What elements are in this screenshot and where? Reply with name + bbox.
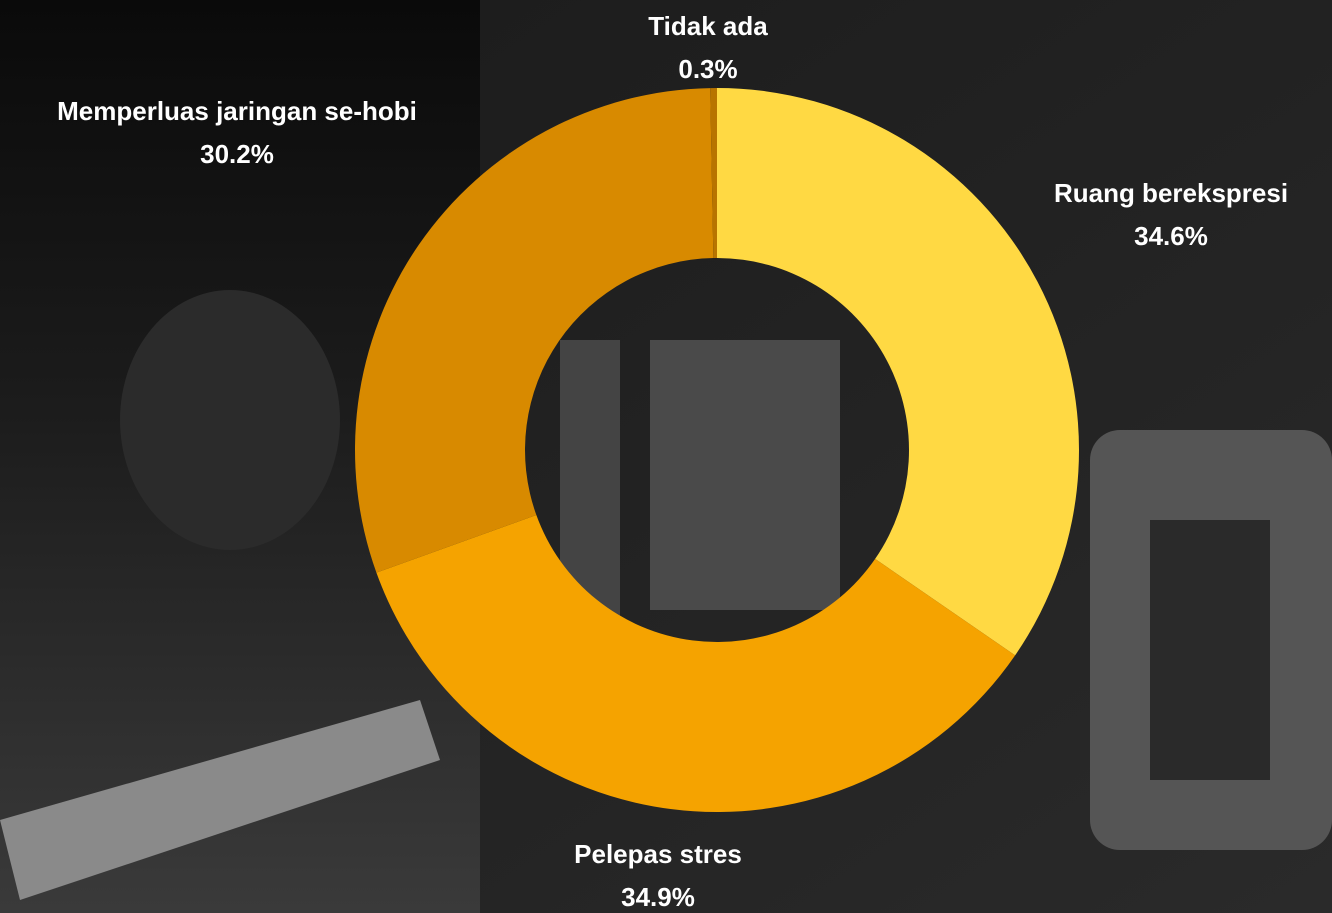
slice-value-label: 0.3% [678, 54, 737, 84]
chart: Ruang berekspresi 34.6% Pelepas stres 34.9%… [0, 0, 1332, 913]
slice-label: Ruang berekspresi [1054, 178, 1288, 208]
slice-value-label: 30.2% [200, 139, 274, 169]
page: {"chart_data": {"type": "donut", "catego… [0, 0, 1332, 913]
slice-value-label: 34.6% [1134, 221, 1208, 251]
slice-label: Tidak ada [648, 11, 768, 41]
slice-value-label: 34.9% [621, 882, 695, 912]
slice-label: Pelepas stres [574, 839, 742, 869]
slice-label: Memperluas jaringan se-hobi [57, 96, 417, 126]
